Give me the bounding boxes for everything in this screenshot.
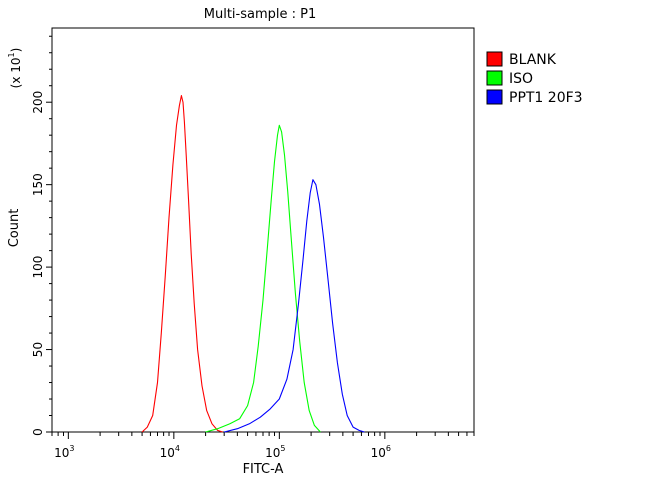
y-tick-label: 200 <box>31 91 45 114</box>
y-tick-label: 100 <box>31 256 45 279</box>
legend-label: BLANK <box>509 52 557 68</box>
x-tick-label: 106 <box>371 444 391 460</box>
series-layer <box>141 95 365 433</box>
y-axis: 0 50 100 150 200 <box>31 35 52 436</box>
x-axis-label: FITC-A <box>243 462 284 477</box>
x-tick-label: 104 <box>160 444 180 460</box>
y-axis-label: Count <box>7 209 22 248</box>
legend-swatch <box>486 51 503 67</box>
legend-swatch <box>486 89 503 105</box>
series-line-ppt1-20f3 <box>224 179 365 433</box>
y-tick-label: 50 <box>31 342 45 357</box>
svg-text:(x 101): (x 101) <box>7 48 23 89</box>
y-tick-label: 0 <box>31 428 45 436</box>
x-tick-label: 103 <box>54 444 74 460</box>
series-line-iso <box>205 124 321 433</box>
legend-label: ISO <box>509 71 533 87</box>
series-line-blank <box>141 95 223 433</box>
y-multiplier-exp: 1 <box>7 52 16 57</box>
y-multiplier-base: (x 10 <box>9 57 23 88</box>
legend-swatch <box>486 70 503 86</box>
x-axis: 103 104 105 106 <box>51 432 475 460</box>
plot-frame <box>51 27 475 433</box>
legend: BLANK ISO PPT1 20F3 <box>486 51 583 106</box>
chart-title: Multi-sample : P1 <box>204 7 317 22</box>
y-tick-label: 150 <box>31 173 45 196</box>
legend-label: PPT1 20F3 <box>509 90 583 106</box>
x-tick-label: 105 <box>265 444 285 460</box>
y-multiplier: (x 101) <box>7 48 23 89</box>
